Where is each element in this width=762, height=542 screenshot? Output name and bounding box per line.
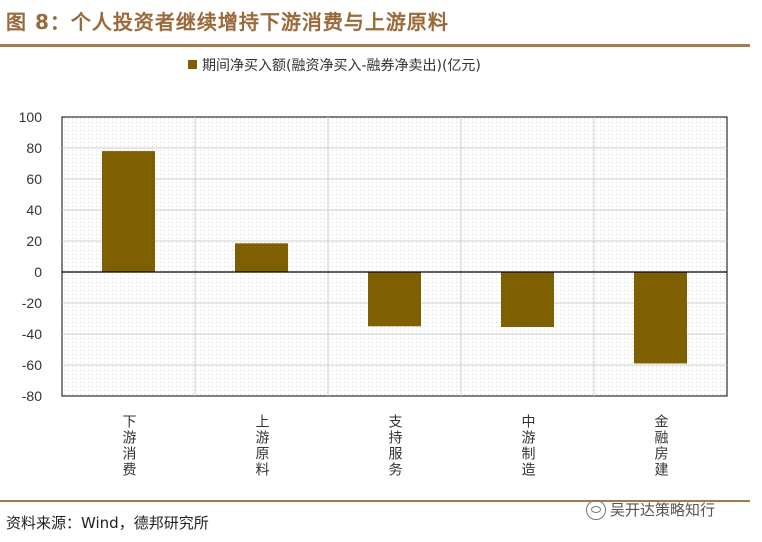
y-tick-label: -20 (22, 295, 42, 311)
x-category-label: 下游消费 (121, 414, 137, 478)
y-tick-label: 100 (19, 109, 43, 125)
y-tick-label: 60 (26, 171, 42, 187)
legend-swatch (188, 60, 197, 69)
y-tick-label: 20 (26, 233, 42, 249)
source-note: 资料来源：Wind，德邦研究所 (6, 514, 209, 532)
x-category-label: 中游制造 (520, 414, 536, 478)
header-rule (0, 44, 750, 47)
plot-area: 100 80 60 40 20 0 -20 -40 -60 -80 下游消费 上游原料 支持服务 中游制造… (19, 109, 728, 478)
y-tick-label: 0 (34, 264, 42, 280)
wechat-icon (586, 499, 606, 520)
bar-chart: 期间净买入额(融资净买入-融券净卖出)(亿元) 100 80 60 40 20 0 -20 -… (19, 58, 728, 478)
x-category-label: 金融房建 (653, 414, 669, 478)
y-tick-label: 80 (26, 140, 42, 156)
legend-label: 期间净买入额(融资净买入-融券净卖出)(亿元) (202, 58, 481, 74)
bar (235, 243, 288, 272)
figure-title: 图 8：个人投资者继续增持下游消费与上游原料 (6, 10, 449, 34)
plot-frame (61, 116, 728, 397)
bar (102, 151, 155, 272)
y-tick-label: 40 (26, 202, 42, 218)
chart-legend: 期间净买入额(融资净买入-融券净卖出)(亿元) (188, 58, 481, 74)
watermark: 吴开达策略知行 (586, 499, 715, 520)
y-tick-label: -40 (22, 326, 42, 342)
bar (634, 272, 687, 364)
footer-rule (0, 500, 750, 502)
y-tick-label: -80 (22, 388, 42, 404)
x-category-label: 支持服务 (387, 414, 403, 478)
bar (368, 272, 421, 327)
bar (501, 272, 554, 328)
watermark-text: 吴开达策略知行 (610, 501, 716, 519)
y-tick-label: -60 (22, 357, 42, 373)
x-category-label: 上游原料 (254, 414, 270, 478)
